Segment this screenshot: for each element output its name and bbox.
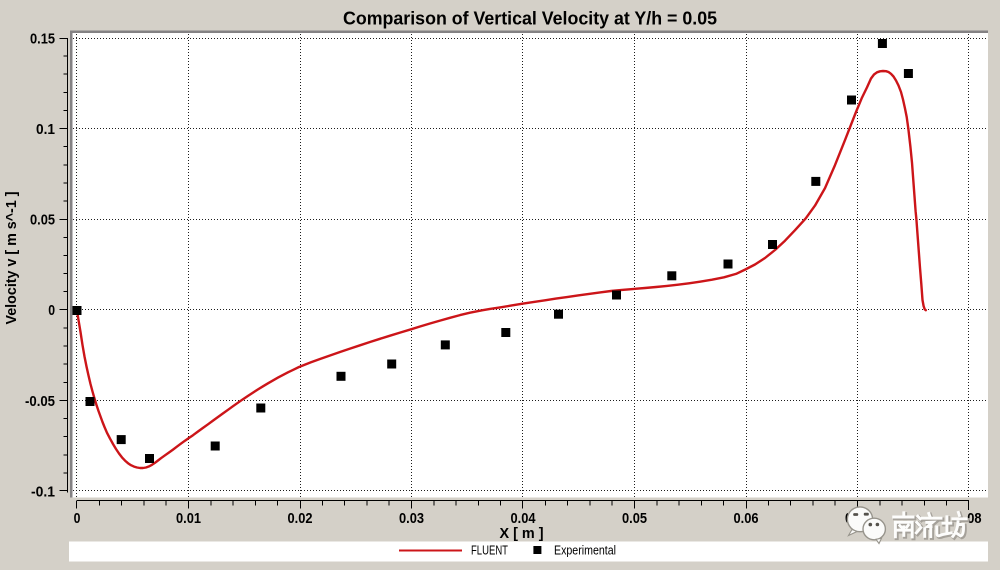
- svg-text:0.15: 0.15: [30, 30, 55, 47]
- svg-text:0.04: 0.04: [511, 510, 537, 527]
- svg-text:0.02: 0.02: [288, 510, 313, 527]
- svg-text:Experimental: Experimental: [554, 544, 616, 558]
- svg-text:0.06: 0.06: [734, 510, 759, 527]
- svg-text:0.1: 0.1: [36, 121, 55, 138]
- svg-text:-0.05: -0.05: [25, 393, 55, 410]
- svg-text:0.05: 0.05: [622, 510, 647, 527]
- svg-text:-0.1: -0.1: [31, 483, 55, 500]
- svg-text:FLUENT: FLUENT: [471, 544, 508, 558]
- svg-text:X [ m ]: X [ m ]: [500, 525, 544, 542]
- svg-text:0.03: 0.03: [399, 510, 424, 527]
- svg-text:0.01: 0.01: [176, 510, 201, 527]
- svg-text:0: 0: [74, 510, 81, 527]
- svg-text:Comparison of Vertical Velocit: Comparison of Vertical Velocity at Y/h =…: [343, 8, 717, 29]
- svg-text:Velocity v [ m s^-1 ]: Velocity v [ m s^-1 ]: [3, 192, 20, 325]
- svg-text:0.05: 0.05: [30, 212, 55, 229]
- svg-text:0: 0: [48, 302, 55, 319]
